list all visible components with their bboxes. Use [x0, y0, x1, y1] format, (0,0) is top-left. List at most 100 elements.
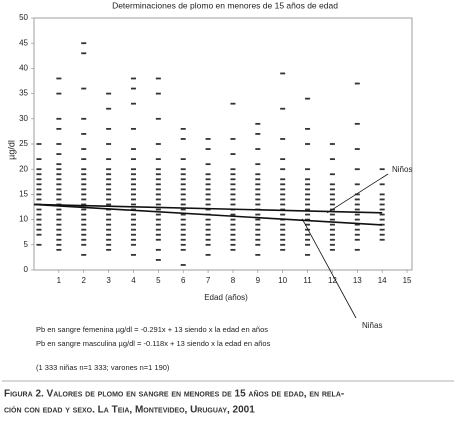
point — [36, 158, 42, 161]
point — [106, 213, 112, 216]
point — [180, 223, 186, 226]
point — [155, 198, 161, 201]
point — [81, 173, 87, 176]
point — [230, 233, 236, 236]
point — [354, 228, 360, 231]
point — [130, 208, 136, 211]
point — [305, 143, 311, 145]
point — [56, 243, 62, 246]
point — [255, 133, 261, 135]
point — [280, 228, 286, 231]
point — [305, 193, 311, 196]
y-tick-label: 15 — [19, 190, 28, 199]
point — [106, 127, 112, 130]
point — [155, 223, 161, 226]
point — [155, 77, 161, 80]
point — [329, 193, 335, 196]
point — [230, 183, 236, 186]
point — [56, 153, 62, 155]
point — [354, 168, 360, 171]
point — [255, 213, 261, 216]
point — [130, 148, 136, 150]
x-tick-label: 11 — [303, 276, 312, 285]
point — [354, 248, 360, 251]
point — [56, 208, 62, 211]
point — [36, 243, 42, 246]
point — [130, 198, 136, 201]
point — [255, 243, 261, 246]
point — [155, 208, 161, 211]
point — [56, 213, 62, 216]
point — [180, 158, 186, 161]
annotation-pointer — [326, 173, 389, 214]
point — [81, 117, 87, 120]
point — [205, 183, 211, 186]
note: Pb en sangre femenina µg/dl = -0.291x + … — [36, 325, 268, 334]
point — [81, 253, 87, 256]
point — [130, 127, 136, 130]
point — [180, 233, 186, 236]
point — [56, 223, 62, 226]
point — [255, 203, 261, 206]
point — [280, 198, 286, 201]
point — [81, 228, 87, 231]
x-axis-label: Edad (años) — [204, 293, 248, 302]
point — [56, 77, 62, 80]
point — [329, 183, 335, 186]
point — [56, 198, 62, 201]
point — [205, 138, 211, 140]
point — [230, 188, 236, 191]
point — [106, 178, 112, 181]
point — [255, 122, 261, 125]
point — [36, 218, 42, 221]
note: Pb en sangre masculina µg/dl = -0.118x +… — [36, 339, 271, 348]
point — [56, 163, 62, 166]
point — [155, 259, 161, 261]
point — [36, 228, 42, 231]
point — [205, 198, 211, 201]
x-tick-label: 5 — [156, 276, 161, 285]
point — [106, 158, 112, 161]
point — [106, 188, 112, 191]
point — [130, 223, 136, 226]
point — [106, 228, 112, 231]
point — [36, 178, 42, 181]
point — [280, 208, 286, 211]
point — [130, 87, 136, 90]
point — [280, 188, 286, 191]
point — [81, 178, 87, 181]
point — [180, 243, 186, 246]
point — [155, 117, 161, 120]
point — [155, 213, 161, 216]
point — [106, 143, 112, 145]
point — [106, 238, 112, 241]
point — [130, 253, 136, 256]
point — [106, 233, 112, 236]
point — [180, 203, 186, 206]
x-tick-label: 7 — [206, 276, 211, 285]
point — [280, 248, 286, 251]
point — [130, 238, 136, 241]
point — [305, 178, 311, 181]
point — [130, 193, 136, 196]
point — [230, 178, 236, 181]
point — [329, 173, 335, 176]
point — [354, 203, 360, 206]
point — [230, 173, 236, 176]
point — [255, 198, 261, 201]
point — [305, 253, 311, 256]
point — [81, 208, 87, 211]
point — [180, 218, 186, 221]
x-tick-label: 8 — [231, 276, 236, 285]
y-tick-label: 5 — [24, 240, 29, 249]
point — [329, 243, 335, 246]
point — [354, 208, 360, 211]
point — [130, 173, 136, 176]
point — [230, 243, 236, 246]
y-tick-label: 25 — [19, 139, 28, 148]
point — [230, 168, 236, 171]
plot-frame — [33, 17, 413, 271]
point — [280, 203, 286, 206]
point — [305, 233, 311, 236]
point — [106, 243, 112, 246]
